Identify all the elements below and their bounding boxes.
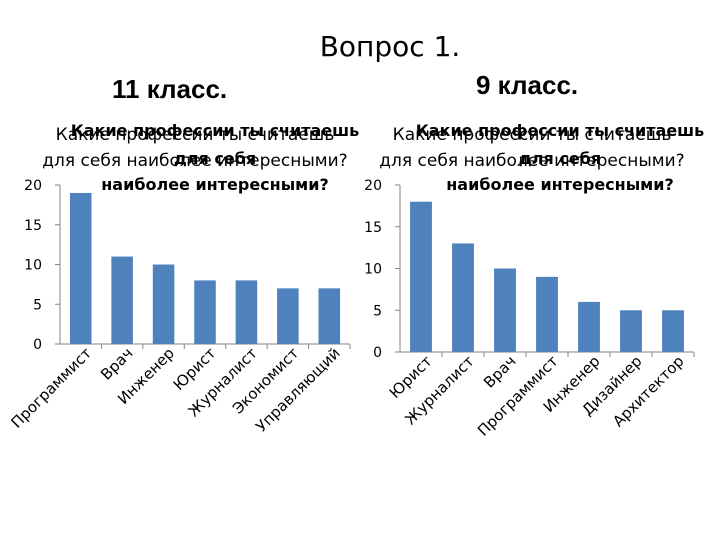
grade-9-label: 9 класс.: [476, 70, 579, 100]
chart-title-line-2: для себя: [519, 149, 601, 168]
grade-11-bar-chart: Какие профессии ты считаешь для себя наибо…: [8, 121, 360, 436]
bar: [578, 301, 600, 352]
bar: [277, 288, 299, 344]
y-tick-label: 10: [364, 262, 382, 278]
bar: [318, 288, 341, 344]
bar: [410, 201, 432, 352]
y-tick-label: 5: [373, 303, 382, 319]
y-tick-label: 5: [33, 297, 42, 313]
chart-title-line-3: наиболее интересными?: [101, 175, 329, 194]
y-tick-label: 0: [33, 337, 42, 353]
bar: [111, 256, 133, 344]
slide-title: Вопрос 1.: [319, 30, 461, 63]
bar: [194, 280, 216, 344]
bar: [452, 243, 474, 352]
y-tick-label: 15: [364, 220, 382, 236]
bar: [235, 280, 258, 344]
x-tick-label: Врач: [480, 352, 520, 392]
chart-title-overlay-line-1: Какие профессии ты считаешь: [56, 125, 335, 145]
bar: [620, 310, 642, 352]
y-tick-label: 15: [24, 218, 42, 234]
y-tick-label: 10: [24, 258, 42, 274]
grade-9-bar-chart: Какие профессии ты считаешь для себя наибо…: [364, 121, 705, 440]
bar: [69, 192, 92, 344]
x-tick-label: Программист: [8, 344, 96, 432]
chart-title-line-3: наиболее интересными?: [446, 175, 674, 194]
chart-title-line-2: для себя: [174, 149, 256, 168]
grade-11-label: 11 класс.: [112, 74, 228, 104]
chart-title-line-1: Какие профессии ты считаешь: [416, 121, 705, 140]
chart-title-overlay-line-2: для себя наиболее интересными?: [379, 151, 684, 171]
y-tick-label: 20: [24, 178, 42, 194]
bar: [494, 268, 516, 352]
chart-title-overlay-line-2: для себя наиболее интересными?: [42, 151, 347, 171]
chart-title-overlay-line-1: Какие профессии ты считаешь: [393, 125, 672, 145]
bar: [536, 276, 558, 352]
y-tick-label: 20: [364, 178, 382, 194]
chart-title-line-1: Какие профессии ты считаешь: [71, 121, 360, 140]
y-tick-label: 0: [373, 345, 382, 361]
bar: [662, 310, 684, 352]
bar: [152, 264, 175, 344]
